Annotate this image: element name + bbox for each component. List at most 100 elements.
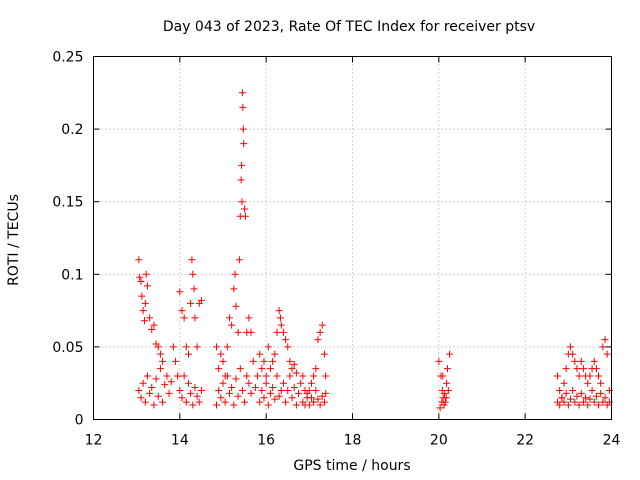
data-point [187, 389, 195, 397]
data-point [230, 401, 238, 409]
data-point [595, 401, 603, 409]
data-point [165, 389, 173, 397]
data-point [322, 389, 330, 397]
data-point [197, 296, 205, 304]
data-point [174, 372, 182, 380]
data-point [213, 343, 221, 351]
data-point [238, 198, 246, 206]
data-point [141, 299, 149, 307]
data-point [271, 350, 279, 358]
data-point [292, 369, 300, 377]
data-point [443, 379, 451, 387]
data-point [247, 328, 255, 336]
data-point [215, 386, 223, 394]
data-point [262, 379, 270, 387]
data-point [586, 395, 594, 403]
data-point [312, 365, 320, 373]
data-point [292, 401, 300, 409]
x-tick-label: 20 [430, 433, 448, 449]
data-point [601, 336, 609, 344]
data-point [187, 299, 195, 307]
x-tick-label: 12 [85, 433, 103, 449]
data-point [176, 386, 184, 394]
data-point [184, 379, 192, 387]
data-point [558, 394, 566, 402]
data-point [237, 176, 245, 184]
data-point [219, 379, 227, 387]
data-point [582, 394, 590, 402]
data-point [586, 372, 594, 380]
data-point [556, 386, 564, 394]
data-point [154, 392, 162, 400]
data-point [143, 372, 151, 380]
data-point [135, 256, 143, 264]
data-point [305, 401, 313, 409]
data-point [146, 389, 154, 397]
data-point [182, 398, 190, 406]
y-tick-label: 0.15 [52, 195, 83, 211]
data-point [307, 379, 315, 387]
data-point [148, 325, 156, 333]
data-point [249, 357, 257, 365]
data-point [579, 365, 587, 373]
data-point [251, 384, 259, 392]
data-point [163, 372, 171, 380]
data-point [235, 256, 243, 264]
data-point [284, 343, 292, 351]
data-point [180, 314, 188, 322]
data-point [225, 389, 233, 397]
data-point [152, 375, 160, 383]
data-point [438, 398, 446, 406]
data-point [258, 386, 266, 394]
y-tick-label: 0.05 [52, 340, 83, 356]
data-point [189, 270, 197, 278]
data-point [141, 398, 149, 406]
data-point [569, 350, 577, 358]
data-point [284, 386, 292, 394]
data-point [277, 321, 285, 329]
data-point [273, 372, 281, 380]
data-point [148, 384, 156, 392]
data-point [142, 270, 150, 278]
y-axis-label: ROTI / TECUs [6, 194, 22, 286]
data-point [182, 343, 190, 351]
data-point [288, 394, 296, 402]
data-point [240, 140, 248, 148]
data-point [554, 372, 562, 380]
data-points [135, 89, 613, 412]
data-point [190, 285, 198, 293]
data-point [566, 395, 574, 403]
data-point [588, 386, 596, 394]
data-point [314, 395, 322, 403]
data-point [443, 365, 451, 373]
data-point [569, 386, 577, 394]
data-point [575, 401, 583, 409]
data-point [310, 372, 318, 380]
data-point [584, 379, 592, 387]
data-point [176, 288, 184, 296]
data-point [584, 401, 592, 409]
data-point [590, 357, 598, 365]
data-point [236, 365, 244, 373]
data-point [143, 282, 151, 290]
data-point [243, 372, 251, 380]
data-point [139, 379, 147, 387]
data-point [264, 343, 272, 351]
data-point [307, 394, 315, 402]
data-point [232, 375, 240, 383]
x-axis-label: GPS time / hours [293, 458, 410, 474]
data-point [245, 379, 253, 387]
data-point [228, 384, 236, 392]
data-point [189, 401, 197, 409]
data-point [193, 343, 201, 351]
data-point [269, 357, 277, 365]
data-point [241, 205, 249, 213]
data-point [603, 350, 611, 358]
data-point [275, 307, 283, 315]
data-point [239, 125, 247, 133]
data-point [184, 350, 192, 358]
data-point [560, 379, 568, 387]
y-tick-label: 0.1 [61, 267, 83, 283]
data-point [245, 314, 253, 322]
